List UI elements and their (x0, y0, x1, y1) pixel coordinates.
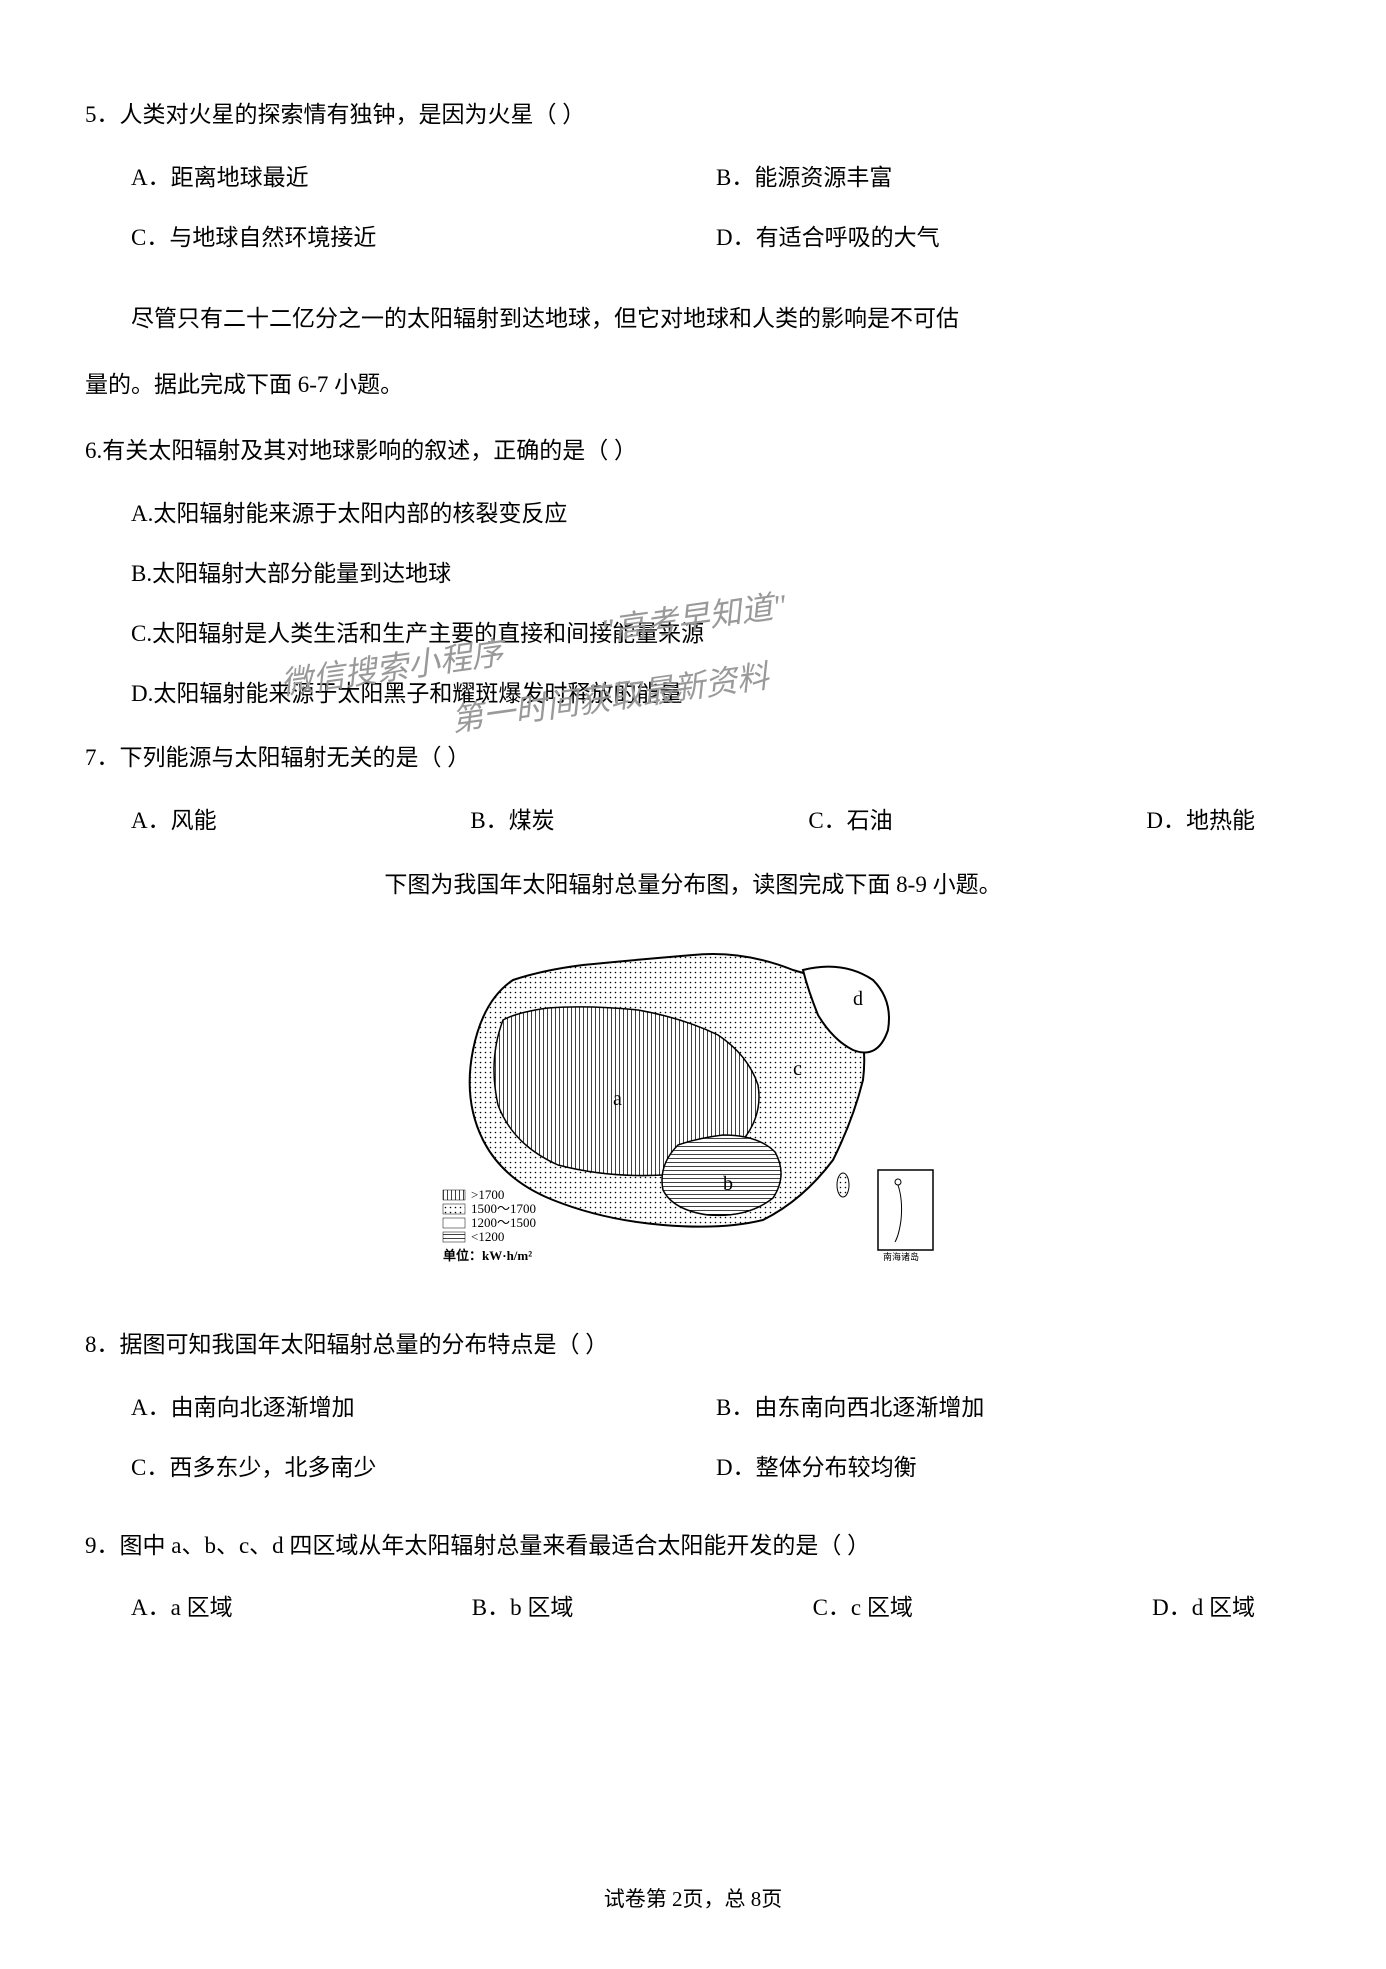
map-legend: >1700 1500～1700 1200～1500 <1200 单位：kW·h/… (443, 1187, 536, 1263)
q9-option-b: B．b 区域 (472, 1585, 574, 1631)
map-label-d: d (853, 988, 863, 1010)
q5-option-c: C．与地球自然环境接近 (131, 215, 716, 261)
q6-number: 6. (85, 438, 102, 463)
q9-options: A．a 区域 B．b 区域 C．c 区域 D．d 区域 (85, 1585, 1301, 1631)
legend-1: >1700 (471, 1187, 504, 1202)
q7-option-b: B．煤炭 (470, 798, 554, 844)
question-5: 5．人类对火星的探索情有独钟，是因为火星（ ） A．距离地球最近 B．能源资源丰… (85, 90, 1301, 275)
q6-options: A.太阳辐射能来源于太阳内部的核裂变反应 B.太阳辐射大部分能量到达地球 C.太… (85, 491, 1301, 717)
question-9: 9．图中 a、b、c、d 四区域从年太阳辐射总量来看最适合太阳能开发的是（ ） … (85, 1521, 1301, 1632)
question-6: 6.有关太阳辐射及其对地球影响的叙述，正确的是（ ） A.太阳辐射能来源于太阳内… (85, 426, 1301, 717)
q7-number: 7． (85, 745, 120, 770)
question-7: 7．下列能源与太阳辐射无关的是（ ） A．风能 B．煤炭 C．石油 D．地热能 (85, 733, 1301, 844)
q8-text: 8．据图可知我国年太阳辐射总量的分布特点是（ ） (85, 1320, 1301, 1371)
q8-option-b: B．由东南向西北逐渐增加 (716, 1385, 1301, 1431)
intro-6-7: 尽管只有二十二亿分之一的太阳辐射到达地球，但它对地球和人类的影响是不可估 量的。… (85, 291, 1301, 411)
china-map: a b c d >1700 1500～1700 1200～1500 <1200 … (423, 930, 963, 1290)
legend-2: 1500～1700 (471, 1201, 536, 1216)
q8-option-a: A．由南向北逐渐增加 (131, 1385, 716, 1431)
intro-6-7-line2: 量的。据此完成下面 6-7 小题。 (85, 360, 1301, 411)
q6-option-b: B.太阳辐射大部分能量到达地球 (131, 551, 1301, 597)
q5-option-b: B．能源资源丰富 (716, 155, 1301, 201)
legend-3: 1200～1500 (471, 1215, 536, 1230)
q5-stem: 人类对火星的探索情有独钟，是因为火星（ ） (120, 102, 586, 127)
q8-option-c: C．西多东少，北多南少 (131, 1445, 716, 1491)
q6-option-d: D.太阳辐射能来源于太阳黑子和耀斑爆发时释放的能量 (131, 671, 1301, 717)
map-label-c: c (793, 1058, 802, 1080)
intro-8-9: 下图为我国年太阳辐射总量分布图，读图完成下面 8-9 小题。 (85, 860, 1301, 911)
q5-option-a: A．距离地球最近 (131, 155, 716, 201)
q9-option-d: D．d 区域 (1152, 1585, 1255, 1631)
q9-number: 9． (85, 1533, 120, 1558)
q9-option-c: C．c 区域 (813, 1585, 913, 1631)
page-footer: 试卷第 2页，总 8页 (0, 1881, 1386, 1919)
q8-number: 8． (85, 1332, 120, 1357)
legend-4: <1200 (471, 1229, 504, 1244)
q5-options: A．距离地球最近 B．能源资源丰富 C．与地球自然环境接近 D．有适合呼吸的大气 (85, 155, 1301, 275)
map-label-a: a (613, 1088, 622, 1110)
q7-options: A．风能 B．煤炭 C．石油 D．地热能 (85, 798, 1301, 844)
q5-text: 5．人类对火星的探索情有独钟，是因为火星（ ） (85, 90, 1301, 141)
q7-option-d: D．地热能 (1146, 798, 1255, 844)
q7-stem: 下列能源与太阳辐射无关的是（ ） (120, 745, 471, 770)
q7-option-c: C．石油 (808, 798, 892, 844)
legend-unit: 单位：kW·h/m² (443, 1248, 532, 1263)
q6-option-a: A.太阳辐射能来源于太阳内部的核裂变反应 (131, 491, 1301, 537)
inset-label: 南海诸岛 (883, 1251, 919, 1262)
q6-option-c: C.太阳辐射是人类生活和生产主要的直接和间接能量来源 (131, 611, 1301, 657)
q9-stem: 图中 a、b、c、d 四区域从年太阳辐射总量来看最适合太阳能开发的是（ ） (120, 1533, 871, 1558)
q8-options: A．由南向北逐渐增加 B．由东南向西北逐渐增加 C．西多东少，北多南少 D．整体… (85, 1385, 1301, 1505)
q9-text: 9．图中 a、b、c、d 四区域从年太阳辐射总量来看最适合太阳能开发的是（ ） (85, 1521, 1301, 1572)
map-label-b: b (723, 1173, 733, 1195)
q9-option-a: A．a 区域 (131, 1585, 233, 1631)
intro-6-7-line1: 尽管只有二十二亿分之一的太阳辐射到达地球，但它对地球和人类的影响是不可估 (85, 291, 1301, 346)
q7-text: 7．下列能源与太阳辐射无关的是（ ） (85, 733, 1301, 784)
q8-stem: 据图可知我国年太阳辐射总量的分布特点是（ ） (120, 1332, 609, 1357)
question-8: 8．据图可知我国年太阳辐射总量的分布特点是（ ） A．由南向北逐渐增加 B．由东… (85, 1320, 1301, 1505)
q7-option-a: A．风能 (131, 798, 217, 844)
q8-option-d: D．整体分布较均衡 (716, 1445, 1301, 1491)
q5-option-d: D．有适合呼吸的大气 (716, 215, 1301, 261)
q6-text: 6.有关太阳辐射及其对地球影响的叙述，正确的是（ ） (85, 426, 1301, 477)
q6-stem: 有关太阳辐射及其对地球影响的叙述，正确的是（ ） (102, 438, 637, 463)
q5-number: 5． (85, 102, 120, 127)
map-figure: a b c d >1700 1500～1700 1200～1500 <1200 … (85, 930, 1301, 1290)
